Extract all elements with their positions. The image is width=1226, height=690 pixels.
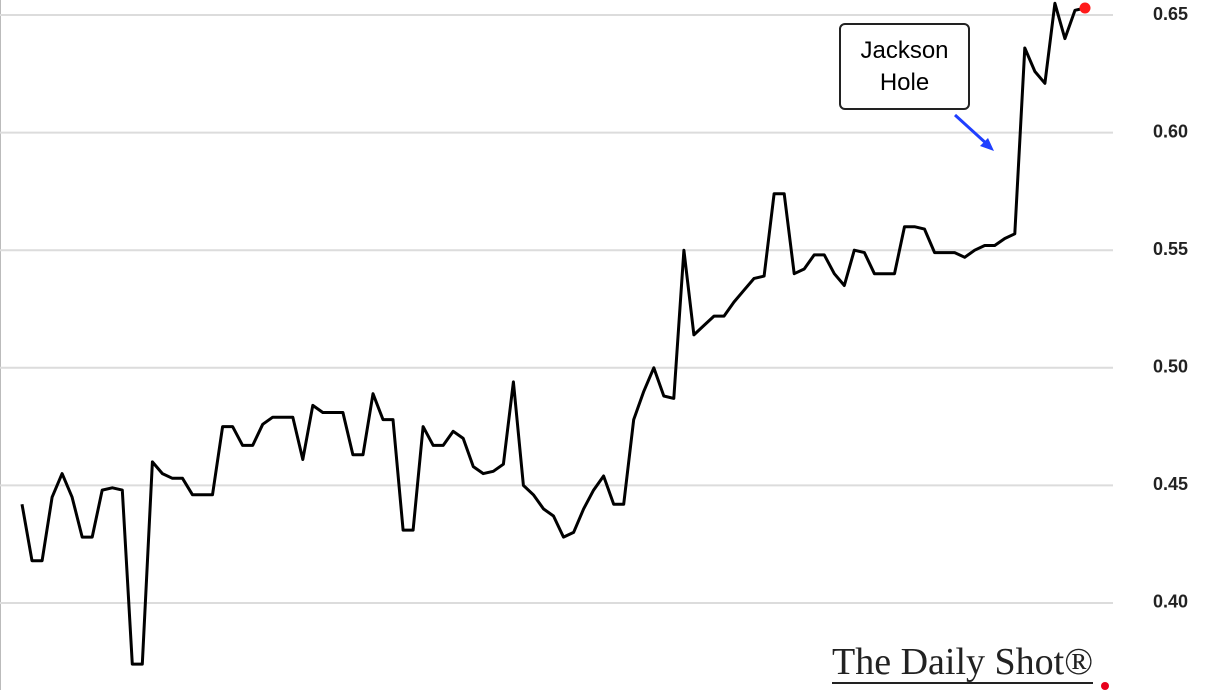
y-tick-label: 0.65 [1153, 4, 1188, 24]
y-tick-label: 0.55 [1153, 239, 1188, 259]
annotation-arrow [953, 113, 990, 147]
y-tick-label: 0.45 [1153, 474, 1188, 494]
y-tick-label: 0.40 [1153, 592, 1188, 612]
logo-dot [1101, 682, 1109, 690]
annotation-arrowhead [980, 138, 994, 151]
end-marker [1079, 2, 1091, 14]
y-tick-label: 0.50 [1153, 357, 1188, 377]
source-logo: The Daily Shot® [832, 641, 1094, 684]
plot [20, 1, 1091, 666]
annotation: Jackson Hole [839, 23, 970, 110]
line [20, 1, 1086, 666]
y-tick-label: 0.60 [1153, 121, 1188, 141]
